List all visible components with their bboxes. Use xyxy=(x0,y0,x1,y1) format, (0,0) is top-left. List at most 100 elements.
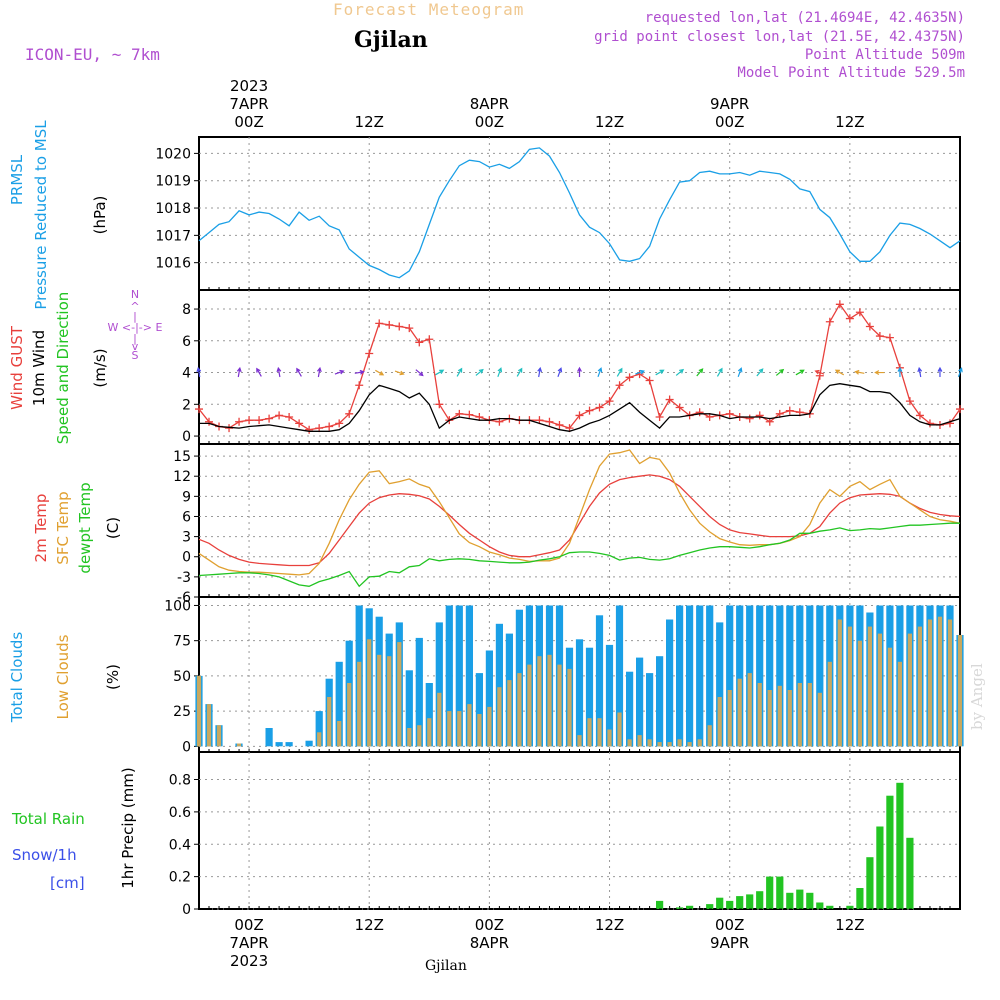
wind-direction-arrow xyxy=(756,368,764,377)
bar-clouds-total-clouds xyxy=(595,615,604,747)
gust-marker xyxy=(465,410,474,419)
bar-clouds-low-clouds xyxy=(747,673,752,747)
bar-precip-total-rain xyxy=(756,891,764,909)
ytick-label-wind: 2 xyxy=(182,397,191,413)
ytick-label-temperature: 12 xyxy=(173,469,191,485)
ytick-label-wind: 4 xyxy=(182,366,191,382)
bar-clouds-total-clouds xyxy=(285,742,293,747)
gust-marker xyxy=(265,414,274,423)
gust-marker xyxy=(375,319,384,328)
gust-marker xyxy=(345,409,354,418)
bar-clouds-low-clouds xyxy=(417,725,422,747)
bar-clouds-total-clouds xyxy=(575,639,584,747)
gust-marker xyxy=(195,405,203,414)
bar-clouds-total-clouds xyxy=(816,605,824,747)
bar-clouds-low-clouds xyxy=(657,742,662,747)
ytick-label-clouds: 50 xyxy=(173,669,191,685)
wind-direction-arrow xyxy=(456,367,463,377)
ytick-label-pressure: 1018 xyxy=(155,201,191,217)
bar-clouds-low-clouds xyxy=(347,683,352,747)
gust-marker xyxy=(725,409,734,418)
bar-precip-total-rain xyxy=(776,876,784,909)
ytick-label-pressure: 1017 xyxy=(155,228,191,244)
gust-marker xyxy=(275,411,284,420)
ytick-label-clouds: 25 xyxy=(173,704,191,720)
bar-clouds-low-clouds xyxy=(937,616,943,747)
bar-clouds-low-clouds xyxy=(957,635,963,747)
bar-clouds-total-clouds xyxy=(696,605,704,747)
wind-direction-arrow xyxy=(655,369,665,376)
compass-bar-top: | xyxy=(133,310,137,323)
gust-marker xyxy=(575,411,584,420)
bar-clouds-low-clouds xyxy=(377,654,382,747)
temp-label-sfc: SFC Temp xyxy=(54,491,72,564)
bar-precip-total-rain xyxy=(766,876,774,909)
bar-clouds-total-clouds xyxy=(666,619,674,747)
ytick-label-temperature: -6 xyxy=(177,590,191,606)
bar-clouds-low-clouds xyxy=(517,673,522,747)
bar-clouds-low-clouds xyxy=(727,690,732,747)
wind-label-10m: 10m Wind xyxy=(30,330,48,406)
compass-n: N xyxy=(131,288,139,301)
compass-we: W <-|-> E xyxy=(108,321,163,334)
gust-marker xyxy=(235,417,244,426)
wind-direction-arrow xyxy=(917,366,923,378)
wind-direction-arrow xyxy=(497,367,503,377)
gust-marker xyxy=(755,411,764,420)
gust-marker xyxy=(785,406,794,415)
wind-direction-arrow xyxy=(696,368,704,377)
bar-clouds-low-clouds xyxy=(887,647,892,747)
grid-point-coordinates: grid point closest lon,lat (21.5E, 42.43… xyxy=(594,29,965,45)
top-time-label: 12Z xyxy=(835,113,864,131)
bar-precip-total-rain xyxy=(826,905,834,909)
bar-precip-total-rain xyxy=(866,857,874,909)
bottom-time-label: 7APR xyxy=(229,934,268,952)
wind-direction-arrow xyxy=(196,366,202,378)
wind-direction-arrow xyxy=(296,367,302,377)
wind-direction-arrow xyxy=(334,369,345,375)
gust-marker xyxy=(205,417,214,426)
bar-clouds-low-clouds xyxy=(487,706,492,747)
top-time-label: 9APR xyxy=(710,95,749,113)
bar-precip-total-rain xyxy=(676,907,684,909)
bar-clouds-low-clouds xyxy=(537,656,542,747)
wind-direction-arrow xyxy=(957,367,963,377)
bar-clouds-total-clouds xyxy=(415,637,423,747)
bar-clouds-low-clouds xyxy=(407,728,412,747)
bar-precip-total-rain xyxy=(706,904,714,909)
ytick-label-precip: 0.6 xyxy=(169,805,191,821)
clouds-unit: (%) xyxy=(104,664,122,690)
bar-clouds-total-clouds xyxy=(495,623,503,747)
bar-clouds-low-clouds xyxy=(427,718,432,747)
bar-clouds-total-clouds xyxy=(736,605,744,747)
bar-clouds-total-clouds xyxy=(335,661,343,747)
bar-clouds-total-clouds xyxy=(686,605,694,747)
gust-marker xyxy=(545,417,554,426)
bar-clouds-low-clouds xyxy=(757,683,762,747)
bar-clouds-total-clouds xyxy=(485,650,493,747)
compass-down: v xyxy=(132,340,139,353)
clouds-label-total: Total Clouds xyxy=(8,632,26,724)
wind-unit: (m/s) xyxy=(91,348,109,387)
bottom-time-label: 8APR xyxy=(470,934,509,952)
footer-station-name: Gjilan xyxy=(425,958,467,974)
bar-precip-total-rain xyxy=(856,888,864,909)
bar-clouds-low-clouds xyxy=(527,664,532,747)
wind-direction-arrow xyxy=(635,369,645,375)
wind-direction-arrow xyxy=(354,369,365,375)
ytick-label-precip: 0.2 xyxy=(169,870,191,886)
bar-clouds-total-clouds xyxy=(455,605,463,747)
wind-direction-arrow xyxy=(737,367,743,377)
pressure-unit: (hPa) xyxy=(91,196,109,235)
bar-clouds-total-clouds xyxy=(676,605,684,747)
bar-clouds-total-clouds xyxy=(806,605,814,747)
bar-clouds-total-clouds xyxy=(265,728,273,747)
gust-marker xyxy=(835,300,844,309)
compass-bar-bottom: | xyxy=(133,332,137,345)
bar-clouds-total-clouds xyxy=(275,742,283,747)
gust-marker xyxy=(325,422,334,431)
gust-marker xyxy=(415,338,424,347)
ytick-label-temperature: 0 xyxy=(182,550,191,566)
ytick-label-precip: 0 xyxy=(182,902,191,918)
bar-clouds-total-clouds xyxy=(636,657,644,747)
